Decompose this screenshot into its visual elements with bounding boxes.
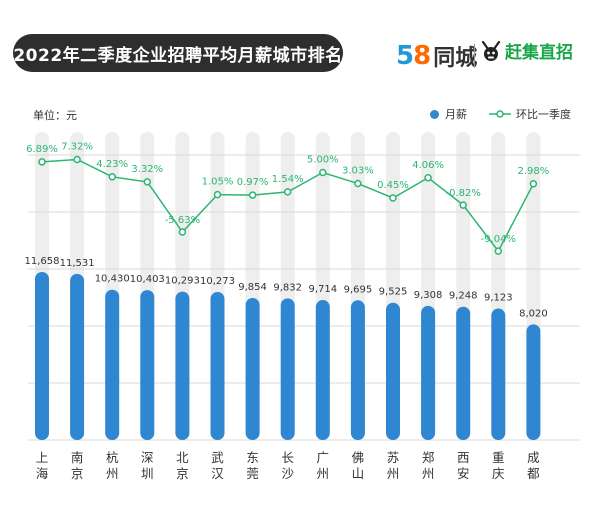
qoq-point bbox=[354, 179, 362, 188]
qoq-point bbox=[494, 247, 503, 255]
bar bbox=[280, 298, 295, 440]
qoq-point bbox=[178, 228, 187, 236]
qoq-point bbox=[529, 180, 538, 188]
qoq-value-label: 1.05% bbox=[202, 177, 234, 188]
bar bbox=[491, 308, 506, 440]
category-label: 杭州 bbox=[106, 450, 119, 481]
qoq-value-label: 6.89% bbox=[26, 144, 58, 155]
bar bbox=[210, 291, 225, 440]
bar-value-label: 9,695 bbox=[344, 284, 373, 295]
legend-label-qoq: 环比一季度 bbox=[516, 108, 571, 121]
bar bbox=[175, 291, 190, 440]
bar-value-label: 11,658 bbox=[25, 256, 60, 267]
qoq-value-label: 3.03% bbox=[342, 166, 374, 177]
category-label: 上海 bbox=[36, 450, 49, 481]
bar-value-label: 9,123 bbox=[484, 293, 513, 304]
bar bbox=[105, 289, 120, 440]
category-label: 郑州 bbox=[422, 450, 435, 481]
bar bbox=[386, 302, 400, 440]
bar-value-label: 8,020 bbox=[519, 308, 548, 319]
bar-value-label: 9,308 bbox=[414, 290, 443, 301]
unit-label: 单位：元 bbox=[33, 109, 77, 122]
qoq-value-label: 4.06% bbox=[412, 160, 444, 171]
qoq-value-label: 2.98% bbox=[518, 166, 550, 177]
bar bbox=[70, 273, 85, 440]
bar bbox=[245, 297, 260, 440]
qoq-value-label: 4.23% bbox=[96, 159, 128, 170]
category-label: 佛山 bbox=[352, 450, 365, 481]
category-label: 北京 bbox=[176, 450, 189, 481]
logo-ganji: 赶集直招 bbox=[480, 38, 573, 63]
bar bbox=[456, 306, 471, 440]
qoq-point bbox=[459, 201, 467, 209]
legend-item-qoq: 环比一季度 bbox=[489, 106, 571, 122]
category-label: 南京 bbox=[71, 450, 84, 481]
bar-value-label: 11,531 bbox=[60, 258, 95, 269]
qoq-point bbox=[248, 191, 257, 199]
bar bbox=[140, 290, 155, 440]
category-label: 东莞 bbox=[246, 450, 259, 481]
category-label: 重庆 bbox=[492, 450, 505, 481]
legend-label-salary: 月薪 bbox=[445, 108, 467, 121]
logo-58tongcheng: 58 同城 bbox=[396, 41, 478, 71]
qoq-value-label: 1.54% bbox=[272, 174, 304, 185]
bar-value-label: 9,832 bbox=[273, 282, 302, 293]
qoq-point bbox=[389, 194, 397, 202]
qoq-point bbox=[319, 168, 327, 177]
qoq-value-label: -9.04% bbox=[481, 234, 516, 245]
legend-bar-swatch bbox=[430, 109, 439, 119]
qoq-point bbox=[213, 190, 222, 199]
bar bbox=[35, 272, 49, 440]
qoq-point bbox=[143, 178, 152, 186]
legend-item-salary: 月薪 bbox=[430, 106, 467, 122]
qoq-value-label: 5.00% bbox=[307, 155, 339, 166]
qoq-point bbox=[424, 174, 432, 182]
category-label: 武汉 bbox=[211, 450, 224, 481]
bar-value-label: 10,430 bbox=[95, 274, 130, 285]
qoq-point bbox=[108, 173, 116, 181]
category-label: 长沙 bbox=[281, 450, 294, 481]
logo-ganji-text: 赶集直招 bbox=[505, 43, 573, 63]
donkey-icon bbox=[481, 40, 501, 61]
bar bbox=[526, 324, 541, 440]
category-label: 广州 bbox=[317, 450, 330, 481]
bar-value-label: 9,714 bbox=[308, 284, 337, 295]
qoq-value-label: 0.97% bbox=[237, 177, 269, 188]
category-label: 西安 bbox=[457, 450, 470, 481]
bar bbox=[350, 300, 365, 440]
logo-58-text: 同城 bbox=[433, 46, 478, 71]
qoq-value-label: -0.82% bbox=[446, 188, 481, 199]
bar bbox=[315, 300, 330, 440]
legend-line-swatch bbox=[489, 110, 511, 118]
logo-divider bbox=[474, 44, 475, 68]
bar-value-label: 10,403 bbox=[130, 274, 165, 285]
qoq-point bbox=[283, 188, 292, 196]
qoq-value-label: 3.32% bbox=[131, 164, 163, 175]
category-label: 成都 bbox=[527, 450, 540, 481]
bar-value-label: 10,293 bbox=[165, 276, 200, 287]
qoq-point bbox=[73, 155, 81, 164]
qoq-value-label: 7.32% bbox=[61, 142, 93, 153]
qoq-value-label: 0.45% bbox=[377, 180, 409, 191]
bar-value-label: 9,854 bbox=[238, 282, 267, 293]
bar-value-label: 9,525 bbox=[379, 287, 408, 298]
bar-value-label: 10,273 bbox=[200, 276, 235, 287]
qoq-point bbox=[38, 158, 46, 166]
category-label: 深圳 bbox=[141, 450, 154, 481]
category-label: 苏州 bbox=[387, 450, 400, 481]
qoq-value-label: -5.63% bbox=[165, 215, 200, 226]
chart-title: 2022年二季度企业招聘平均月薪城市排名 bbox=[13, 34, 343, 72]
bar bbox=[421, 305, 436, 440]
bar-value-label: 9,248 bbox=[449, 291, 478, 302]
